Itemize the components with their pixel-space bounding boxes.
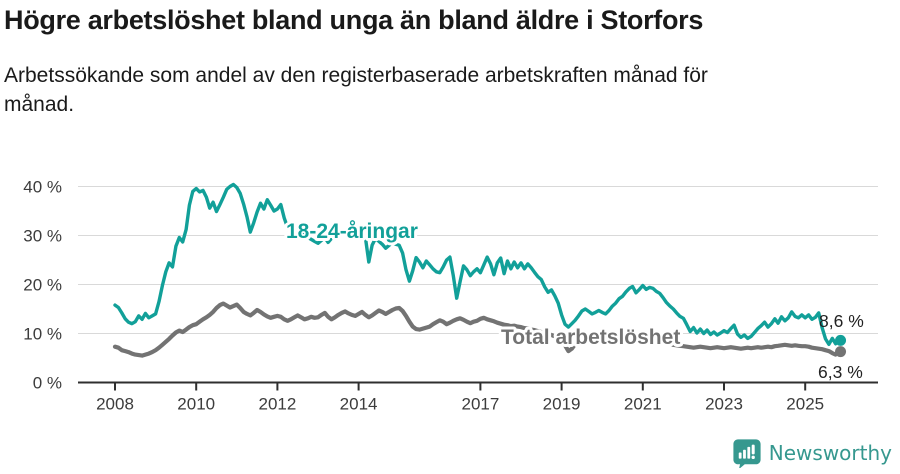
series-end-dot-total [835, 346, 847, 358]
x-tick-label-2014: 2014 [340, 395, 378, 414]
logo-bubble-shape [733, 439, 761, 468]
chart-title: Högre arbetslöshet bland unga än bland ä… [4, 5, 704, 35]
chart-subtitle: Arbetssökande som andel av den registerb… [4, 62, 884, 120]
chart-subtitle-line-1: Arbetssökande som andel av den registerb… [4, 64, 708, 88]
logo-bar-1 [738, 452, 742, 459]
x-tick-label-2021: 2021 [624, 395, 662, 414]
series-line-total [112, 301, 842, 358]
y-tick-label-0: 0 % [33, 374, 62, 393]
y-tick-label-40: 40 % [23, 178, 62, 197]
x-tick-label-2023: 2023 [705, 395, 743, 414]
x-tick-label-2012: 2012 [258, 395, 296, 414]
newsworthy-branding: Newsworthy [732, 436, 892, 470]
x-tick-label-2025: 2025 [786, 395, 824, 414]
logo-exclamation-bar [751, 444, 755, 455]
logo-exclamation-dot [751, 455, 755, 459]
logo-bar-2 [742, 449, 746, 459]
y-tick-label-30: 30 % [23, 227, 62, 246]
y-tick-label-10: 10 % [23, 325, 62, 344]
newsworthy-logo-icon [733, 439, 761, 468]
logo-bar-3 [747, 446, 750, 459]
chart-subtitle-line-2: månad. [4, 92, 75, 116]
end-value-label-total: 6,3 % [818, 362, 863, 382]
series-label-total: Total arbetslöshet [501, 326, 680, 349]
x-tick-label-2017: 2017 [461, 395, 499, 414]
newsworthy-wordmark: Newsworthy [768, 441, 892, 465]
y-tick-label-20: 20 % [23, 276, 62, 295]
series-end-dot-18-24 [835, 334, 847, 346]
x-tick-label-2019: 2019 [543, 395, 581, 414]
chart-header: Högre arbetslöshet bland unga än bland ä… [4, 5, 884, 120]
x-tick-label-2008: 2008 [96, 395, 134, 414]
series-line-18-24 [113, 182, 841, 346]
end-value-label-18-24: 8,6 % [819, 311, 864, 331]
x-tick-label-2010: 2010 [177, 395, 215, 414]
series-label-18-24: 18-24-åringar [286, 220, 418, 243]
